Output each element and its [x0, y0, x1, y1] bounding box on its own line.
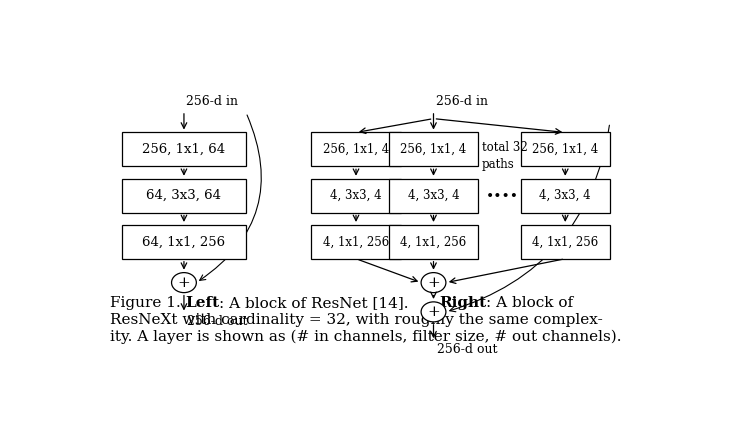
- FancyBboxPatch shape: [122, 132, 246, 167]
- FancyBboxPatch shape: [521, 225, 610, 259]
- Text: 64, 3x3, 64: 64, 3x3, 64: [147, 189, 221, 202]
- Text: 4, 3x3, 4: 4, 3x3, 4: [330, 189, 382, 202]
- Text: Figure 1.: Figure 1.: [110, 296, 185, 310]
- Text: 256, 1x1, 4: 256, 1x1, 4: [400, 143, 467, 156]
- FancyBboxPatch shape: [521, 132, 610, 167]
- Text: 4, 3x3, 4: 4, 3x3, 4: [539, 189, 591, 202]
- FancyBboxPatch shape: [389, 179, 478, 213]
- Ellipse shape: [421, 302, 446, 322]
- Text: total 32
paths: total 32 paths: [482, 140, 528, 171]
- Text: Left: Left: [185, 296, 219, 310]
- Text: +: +: [427, 305, 440, 319]
- Text: 256, 1x1, 4: 256, 1x1, 4: [323, 143, 389, 156]
- Text: +: +: [427, 276, 440, 290]
- FancyBboxPatch shape: [122, 225, 246, 259]
- Ellipse shape: [172, 272, 196, 293]
- Text: 64, 1x1, 256: 64, 1x1, 256: [142, 235, 226, 249]
- Text: 4, 1x1, 256: 4, 1x1, 256: [400, 235, 467, 249]
- FancyBboxPatch shape: [312, 179, 400, 213]
- FancyBboxPatch shape: [389, 225, 478, 259]
- Text: 256-d out: 256-d out: [187, 315, 248, 328]
- FancyBboxPatch shape: [521, 179, 610, 213]
- Text: 256-d in: 256-d in: [186, 95, 238, 108]
- Text: 4, 1x1, 256: 4, 1x1, 256: [323, 235, 389, 249]
- Text: 4, 1x1, 256: 4, 1x1, 256: [532, 235, 599, 249]
- FancyBboxPatch shape: [312, 132, 400, 167]
- Text: 256-d out: 256-d out: [437, 343, 497, 356]
- FancyBboxPatch shape: [122, 179, 246, 213]
- Text: Right: Right: [440, 296, 486, 310]
- FancyBboxPatch shape: [389, 132, 478, 167]
- Text: ••••: ••••: [486, 190, 519, 204]
- Text: 256, 1x1, 4: 256, 1x1, 4: [532, 143, 599, 156]
- Text: : A block of ResNet [14].: : A block of ResNet [14].: [219, 296, 440, 310]
- Text: ity. A layer is shown as (# in channels, filter size, # out channels).: ity. A layer is shown as (# in channels,…: [110, 330, 621, 344]
- Text: : A block of: : A block of: [486, 296, 574, 310]
- Text: 256-d in: 256-d in: [436, 95, 488, 108]
- Text: 4, 3x3, 4: 4, 3x3, 4: [408, 189, 460, 202]
- Text: ResNeXt with cardinality = 32, with roughly the same complex-: ResNeXt with cardinality = 32, with roug…: [110, 313, 602, 326]
- Ellipse shape: [421, 272, 446, 293]
- Text: +: +: [178, 276, 190, 290]
- Text: 256, 1x1, 64: 256, 1x1, 64: [142, 143, 226, 156]
- FancyBboxPatch shape: [312, 225, 400, 259]
